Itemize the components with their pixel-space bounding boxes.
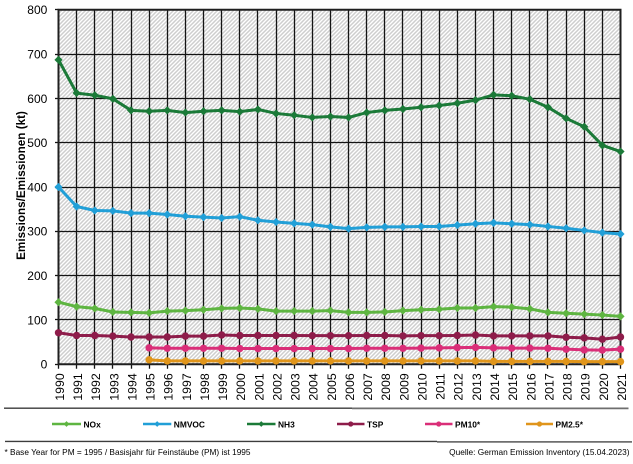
svg-text:2008: 2008 [379, 373, 393, 401]
svg-text:1995: 1995 [144, 373, 158, 401]
svg-text:2004: 2004 [307, 373, 321, 401]
svg-text:100: 100 [27, 313, 47, 327]
svg-text:2016: 2016 [524, 373, 538, 401]
svg-text:2011: 2011 [434, 373, 448, 400]
svg-text:2009: 2009 [397, 373, 411, 401]
svg-text:2001: 2001 [252, 373, 266, 401]
svg-text:1990: 1990 [53, 373, 67, 401]
svg-text:2003: 2003 [289, 373, 303, 401]
svg-text:2010: 2010 [415, 373, 429, 401]
svg-text:1998: 1998 [198, 373, 212, 401]
svg-text:Emissions/Emissionen (kt): Emissions/Emissionen (kt) [15, 111, 28, 260]
svg-text:2020: 2020 [597, 373, 611, 401]
svg-text:1997: 1997 [180, 373, 194, 401]
svg-text:800: 800 [27, 3, 47, 17]
svg-text:2013: 2013 [470, 373, 484, 401]
svg-text:1999: 1999 [216, 373, 230, 401]
svg-text:2021: 2021 [615, 373, 629, 401]
svg-text:2000: 2000 [234, 373, 248, 401]
svg-text:500: 500 [27, 136, 47, 150]
svg-text:2018: 2018 [561, 373, 575, 401]
svg-text:0: 0 [41, 358, 48, 372]
svg-text:1993: 1993 [107, 373, 121, 401]
svg-text:1991: 1991 [71, 373, 85, 401]
svg-text:* Base Year for PM = 1995 / Ba: * Base Year for PM = 1995 / Basisjahr fü… [5, 447, 251, 457]
svg-text:2007: 2007 [361, 373, 375, 401]
svg-text:2017: 2017 [542, 373, 556, 401]
svg-text:200: 200 [27, 269, 47, 283]
svg-text:PM10*: PM10* [455, 419, 481, 429]
svg-text:1992: 1992 [89, 373, 103, 401]
svg-text:600: 600 [27, 92, 47, 106]
svg-text:400: 400 [27, 180, 47, 194]
svg-text:2005: 2005 [325, 373, 339, 401]
svg-text:NOx: NOx [84, 419, 102, 429]
svg-text:2019: 2019 [579, 373, 593, 401]
svg-text:PM2.5*: PM2.5* [556, 419, 584, 429]
svg-text:2015: 2015 [506, 373, 520, 401]
svg-text:NMVOC: NMVOC [174, 419, 205, 429]
svg-text:1996: 1996 [162, 373, 176, 401]
svg-text:NH3: NH3 [278, 419, 295, 429]
svg-text:Quelle: German Emission Invent: Quelle: German Emission Inventory (15.04… [449, 447, 630, 457]
svg-text:2006: 2006 [343, 373, 357, 401]
svg-text:700: 700 [27, 47, 47, 61]
svg-text:2014: 2014 [488, 373, 502, 401]
svg-text:2012: 2012 [452, 373, 466, 401]
svg-text:300: 300 [27, 225, 47, 239]
svg-text:2002: 2002 [270, 373, 284, 401]
svg-text:TSP: TSP [367, 419, 384, 429]
svg-text:1994: 1994 [125, 373, 139, 401]
